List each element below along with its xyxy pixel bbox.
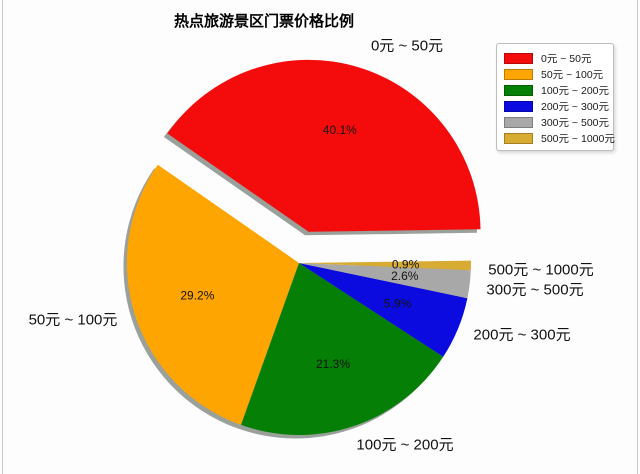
legend-item-3: 200元 ~ 300元 [497, 98, 613, 114]
pie-slice-3 [299, 263, 468, 357]
slice-label-2: 100元 ~ 200元 [356, 436, 454, 454]
pct-label-2: 21.3% [316, 357, 350, 371]
pie-slice-5 [299, 260, 472, 271]
legend-swatch-icon [504, 100, 533, 112]
legend-swatch-icon [504, 52, 533, 64]
legend-label: 300元 ~ 500元 [541, 116, 610, 129]
legend-swatch-icon [504, 84, 533, 96]
pct-label-3: 5.9% [384, 297, 412, 311]
page-left-border [2, 0, 3, 474]
pie-slice-4 [299, 263, 471, 299]
legend-swatch-icon [504, 116, 533, 128]
slice-label-3: 200元 ~ 300元 [473, 326, 571, 344]
legend-item-0: 0元 ~ 50元 [497, 50, 613, 66]
chart-title: 热点旅游景区门票价格比例 [173, 13, 355, 30]
legend-swatch-icon [504, 68, 533, 80]
legend-label: 50元 ~ 100元 [541, 68, 604, 81]
legend-label: 100元 ~ 200元 [541, 84, 610, 97]
legend-rows: 0元 ~ 50元 50元 ~ 100元 100元 ~ 200元 200元 ~ 300元… [497, 50, 615, 146]
legend-item-5: 500元 ~ 1000元 [497, 130, 615, 146]
slice-label-5: 500元 ~ 1000元 [488, 261, 594, 279]
legend: 0元 ~ 50元 50元 ~ 100元 100元 ~ 200元 200元 ~ 300元… [496, 43, 615, 151]
pie-slice-2 [241, 263, 444, 435]
pct-label-4: 2.6% [391, 269, 419, 283]
pct-label-5: 0.9% [392, 258, 420, 272]
legend-item-1: 50元 ~ 100元 [497, 66, 613, 82]
slice-label-4: 300元 ~ 500元 [486, 281, 584, 299]
slice-label-0: 0元 ~ 50元 [370, 37, 444, 55]
legend-label: 200元 ~ 300元 [541, 100, 610, 113]
pie-slice-0 [167, 59, 481, 232]
legend-item-4: 300元 ~ 500元 [497, 114, 613, 130]
pie-slice-1 [126, 164, 299, 425]
page-right-border [637, 0, 638, 474]
legend-item-2: 100元 ~ 200元 [497, 82, 613, 98]
pct-label-1: 29.2% [180, 289, 214, 303]
legend-label: 500元 ~ 1000元 [541, 132, 615, 145]
slice-label-1: 50元 ~ 100元 [28, 311, 118, 329]
pct-label-0: 40.1% [323, 123, 357, 137]
legend-label: 0元 ~ 50元 [541, 52, 592, 65]
legend-swatch-icon [504, 132, 533, 144]
